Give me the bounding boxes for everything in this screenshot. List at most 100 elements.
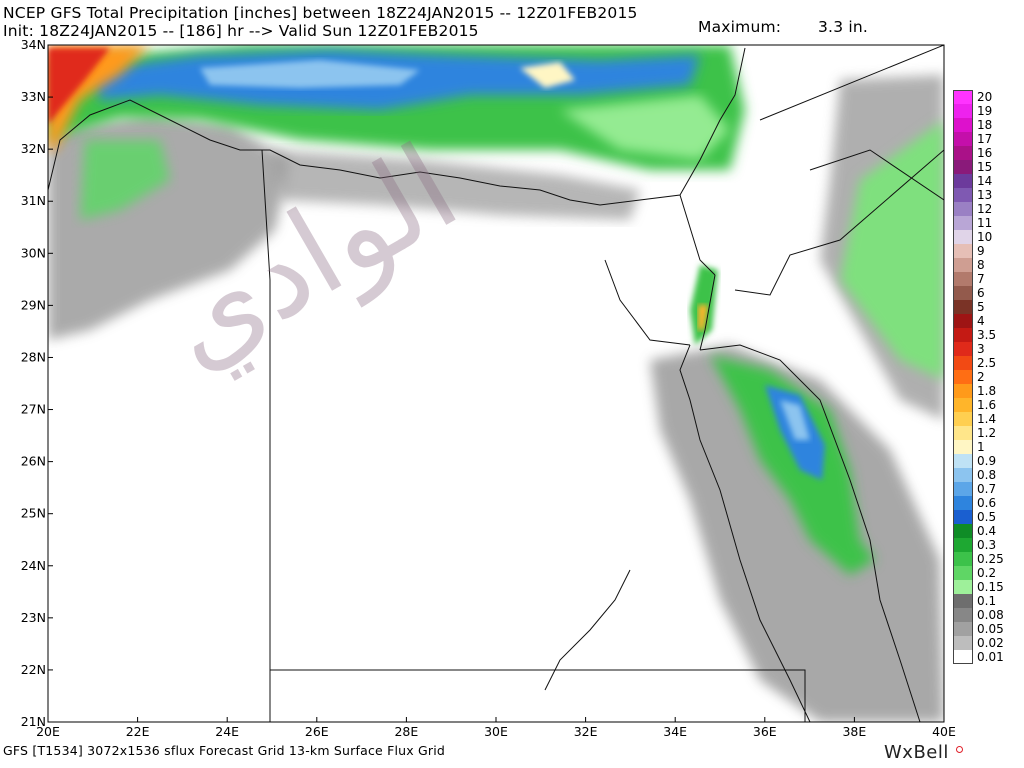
- border-iraq: [759, 45, 944, 121]
- legend-label: 2.5: [977, 356, 997, 370]
- lat-tick-label: 31N: [21, 193, 46, 208]
- lon-tick-label: 22E: [126, 724, 150, 739]
- legend-label: 0.05: [977, 622, 1004, 636]
- legend-label: 0.3: [977, 538, 997, 552]
- legend-swatch: [953, 650, 973, 664]
- lon-tick-label: 20E: [36, 724, 60, 739]
- lat-tick-label: 30N: [21, 245, 46, 260]
- legend-label: 0.6: [977, 496, 997, 510]
- legend-label: 0.15: [977, 580, 1004, 594]
- legend-label: 0.4: [977, 524, 997, 538]
- precip-green-arabia: [840, 120, 944, 380]
- border-egypt-sudan: [270, 669, 806, 722]
- legend-label: 3: [977, 342, 985, 356]
- precip-lightblue-med: [200, 60, 420, 88]
- coastline-red-sea-west: [679, 344, 811, 722]
- legend-swatch: [953, 216, 973, 230]
- legend-swatch: [953, 594, 973, 608]
- legend-label: 14: [977, 174, 993, 188]
- chart-title: NCEP GFS Total Precipitation [inches] be…: [3, 4, 638, 22]
- lon-tick-label: 26E: [305, 724, 329, 739]
- lat-tick-label: 23N: [21, 610, 46, 625]
- precip-lightgreen-med: [560, 95, 730, 160]
- lon-tick-label: 30E: [484, 724, 508, 739]
- legend-label: 0.9: [977, 454, 997, 468]
- border-jordan-iraq: [809, 149, 944, 201]
- legend-label: 11: [977, 216, 993, 230]
- precip-lightblue-redsea: [780, 400, 810, 440]
- legend-label: 1.4: [977, 412, 997, 426]
- legend-label: 18: [977, 118, 993, 132]
- legend-label: 19: [977, 104, 993, 118]
- lon-tick-label: 38E: [842, 724, 866, 739]
- legend-swatch: [953, 272, 973, 286]
- lat-tick-label: 25N: [21, 506, 46, 521]
- coastline-red-sea-east: [699, 344, 921, 722]
- lon-tick-label: 32E: [574, 724, 598, 739]
- lat-tick-label: 32N: [21, 141, 46, 156]
- legend-swatch: [953, 244, 973, 258]
- lat-tick-label: 21N: [21, 714, 46, 729]
- legend-label: 0.01: [977, 650, 1004, 664]
- legend-label: 0.25: [977, 552, 1004, 566]
- lon-tick-label: 24E: [215, 724, 239, 739]
- precip-orange-sinai: [698, 305, 708, 330]
- wxbell-logo: WxBell: [884, 742, 949, 763]
- legend-swatch: [953, 258, 973, 272]
- legend-swatch: [953, 426, 973, 440]
- lat-tick-label: 26N: [21, 454, 46, 469]
- gulf-of-suez: [604, 259, 691, 346]
- lake-nasser: [544, 569, 631, 691]
- legend-swatch: [953, 440, 973, 454]
- map-boundaries: [48, 45, 944, 722]
- legend-swatch: [953, 412, 973, 426]
- lon-tick-label: 34E: [663, 724, 687, 739]
- legend-label: 9: [977, 244, 985, 258]
- precip-gray-redsea: [650, 345, 944, 722]
- lat-tick-label: 27N: [21, 402, 46, 417]
- legend-label: 3.5: [977, 328, 997, 342]
- legend-swatch: [953, 160, 973, 174]
- legend-label: 0.08: [977, 608, 1004, 622]
- legend-label: 2: [977, 370, 985, 384]
- legend-label: 16: [977, 146, 993, 160]
- legend-swatch: [953, 370, 973, 384]
- legend-label: 10: [977, 230, 993, 244]
- legend-label: 13: [977, 188, 993, 202]
- lat-tick-label: 29N: [21, 297, 46, 312]
- legend-label: 1: [977, 440, 985, 454]
- legend-label: 1.8: [977, 384, 997, 398]
- precip-green-redsea: [710, 355, 875, 575]
- legend-swatch: [953, 342, 973, 356]
- legend-label: 6: [977, 286, 985, 300]
- legend-swatch: [953, 510, 973, 524]
- precip-red-nw: [48, 48, 110, 125]
- wxbell-logo-dot: [956, 746, 963, 753]
- legend-swatch: [953, 174, 973, 188]
- coastline-libya-egypt: [48, 47, 746, 206]
- legend-swatch: [953, 454, 973, 468]
- maximum-label: Maximum:: [698, 18, 782, 36]
- legend-swatch: [953, 104, 973, 118]
- legend-swatch: [953, 314, 973, 328]
- legend-swatch: [953, 636, 973, 650]
- legend-swatch: [953, 384, 973, 398]
- legend-swatch: [953, 146, 973, 160]
- legend-label: 15: [977, 160, 993, 174]
- precip-green-libya: [80, 140, 170, 220]
- legend-label: 1.6: [977, 398, 997, 412]
- legend-swatch: [953, 566, 973, 580]
- legend-label: 20: [977, 90, 993, 104]
- legend-label: 0.8: [977, 468, 997, 482]
- legend-label: 0.5: [977, 510, 997, 524]
- legend-label: 1.2: [977, 426, 997, 440]
- legend-swatch: [953, 538, 973, 552]
- border-libya-egypt: [261, 149, 271, 722]
- legend-swatch: [953, 230, 973, 244]
- legend-label: 12: [977, 202, 993, 216]
- lon-tick-label: 36E: [753, 724, 777, 739]
- legend-swatch: [953, 580, 973, 594]
- legend-swatch: [953, 524, 973, 538]
- legend-swatch: [953, 552, 973, 566]
